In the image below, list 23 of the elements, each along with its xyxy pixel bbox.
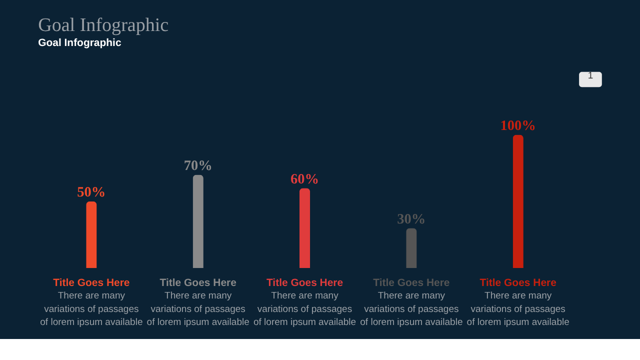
data-label: 100% [500,118,536,134]
x-tick-label: Title Goes Here [373,278,450,290]
x-tick-label: Title Goes Here [160,278,237,290]
x-tick-label: Title Goes Here [266,278,344,290]
x-tick-label: Title Goes Here [53,278,130,290]
data-label: 60% [290,171,320,188]
bar [86,201,97,268]
text: There are many variations of passages of lorem ipsum available [253,290,356,328]
bar [299,188,310,268]
text: 1 [588,70,594,82]
bar [192,174,204,268]
data-label: 50% [77,184,106,201]
x-tick-label: Title Goes Here [480,278,557,290]
data-label: 70% [184,158,212,174]
text: There are many variations of passages of lorem ipsum available [466,290,570,328]
bar [512,134,524,268]
bar [406,228,417,268]
text: There are many variations of passages of lorem ipsum available [40,290,143,328]
chart-title: Goal Infographic [38,14,169,36]
data-label: 30% [397,211,426,228]
chart-subtitle: Goal Infographic [38,38,122,50]
text: There are many variations of passages of lorem ipsum available [146,290,250,328]
text: There are many variations of passages of lorem ipsum available [360,290,463,328]
